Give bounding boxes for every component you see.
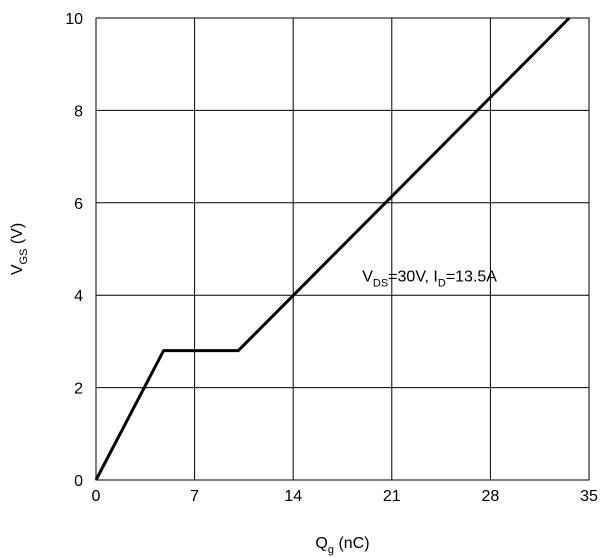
y-tick-labels: 0 2 4 6 8 10 [65,11,83,490]
y-axis-label: VGS (V) [9,223,30,275]
y-axis-label-unit: (V) [9,223,26,249]
test-conditions-annotation: VDS=30V, ID=13.5A [362,268,497,289]
y-tick-label-6: 6 [74,196,83,213]
x-tick-label-21: 21 [383,488,401,505]
annotation-part-3: D [438,277,446,289]
annotation-part-4: =13.5A [446,268,497,285]
annotation-part-1: DS [373,277,388,289]
x-tick-labels: 0 7 14 21 28 35 [92,488,598,505]
x-tick-label-14: 14 [284,488,302,505]
annotation-part-0: V [362,268,373,285]
y-tick-label-4: 4 [74,288,83,305]
y-axis-label-main: V [9,264,26,275]
x-axis-label-unit: (nC) [334,535,370,552]
x-tick-label-35: 35 [580,488,598,505]
series-layer [94,16,571,481]
x-axis-label: Qg (nC) [315,535,369,556]
annotation-part-2: =30V, I [388,268,438,285]
x-tick-label-7: 7 [190,488,199,505]
x-axis-label-main: Q [315,535,327,552]
series-line-0 [94,16,571,481]
y-tick-label-10: 10 [65,11,83,28]
grid [96,18,589,480]
y-tick-label-0: 0 [74,473,83,490]
y-axis-label-sub: GS [18,249,30,265]
x-axis-label-sub: g [328,544,334,556]
plot-frame [95,17,590,481]
y-tick-label-2: 2 [74,381,83,398]
x-tick-label-28: 28 [482,488,500,505]
y-tick-label-8: 8 [74,103,83,120]
x-tick-label-0: 0 [92,488,101,505]
